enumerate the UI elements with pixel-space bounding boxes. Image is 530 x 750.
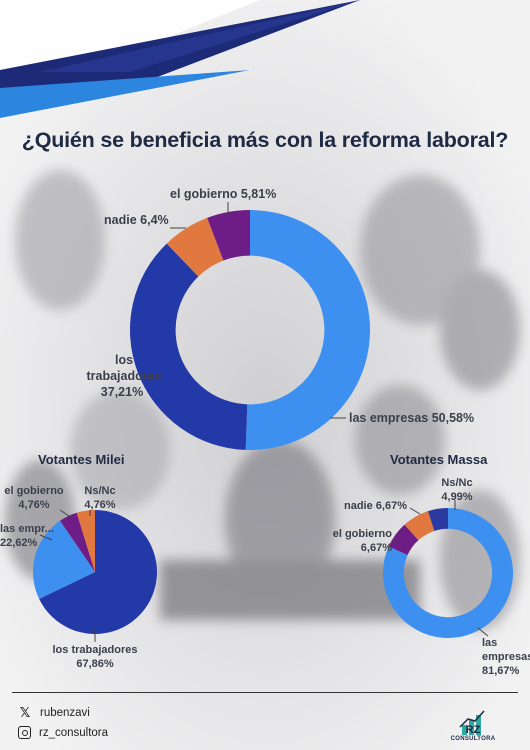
milei-slice-los-trabajadores — [39, 510, 157, 634]
massa-slice-ns-nc — [427, 508, 448, 531]
footer-divider — [12, 692, 518, 693]
label-milei-los-trabajadores: los trabajadores 67,86% — [52, 644, 138, 670]
header-banner — [0, 0, 360, 118]
main-donut-chart — [129, 210, 370, 450]
main-slice-las-empresas — [245, 210, 370, 450]
page-title: ¿Quién se beneficia más con la reforma l… — [21, 128, 509, 152]
twitter-handle: rubenzavi — [40, 707, 90, 719]
label-nadie: nadie 6,4% — [104, 213, 169, 227]
label-el-gobierno: el gobierno 5,81% — [170, 187, 277, 201]
instagram-handle: rz_consultora — [39, 726, 109, 739]
logo-text: RZ — [465, 724, 481, 736]
milei-slice-el-gobierno — [60, 512, 95, 572]
subtitle-votantes-massa: Votantes Massa — [390, 452, 488, 467]
logo-subtext: CONSULTORA — [450, 736, 496, 742]
label-massa-el-gobierno: el gobierno 6,67% — [332, 528, 392, 554]
instagram-link[interactable]: rz_consultora — [18, 726, 108, 739]
twitter-link[interactable]: 𝕏 rubenzavi — [18, 705, 90, 721]
massa-slice-las-empresas — [383, 508, 513, 638]
label-milei-las-empresas: las empr... 22,62% — [0, 523, 54, 549]
label-massa-nadie: nadie 6,67% — [344, 500, 407, 512]
main-slice-el-gobierno — [207, 210, 250, 261]
label-milei-ns-nc: Ns/Nc 4,76% — [84, 485, 116, 511]
label-massa-ns-nc: Ns/Nc 4,99% — [441, 477, 473, 503]
milei-pie-chart — [33, 510, 157, 634]
label-milei-el-gobierno: el gobierno 4,76% — [4, 485, 64, 511]
massa-slice-el-gobierno — [388, 524, 419, 556]
main-slice-nadie — [166, 217, 224, 277]
massa-slice-nadie — [404, 511, 435, 541]
subtitle-votantes-milei: Votantes Milei — [38, 452, 125, 467]
label-los-trabajadores: los trabajadores 37,21% — [86, 353, 162, 399]
milei-slice-ns-nc — [76, 510, 95, 572]
milei-slice-las-empr — [33, 520, 95, 599]
main-slice-los-trabajadores — [129, 243, 248, 450]
instagram-icon — [18, 726, 31, 739]
label-massa-las-empresas: las empresas 81,67% — [482, 637, 530, 677]
massa-donut-chart — [383, 508, 513, 638]
label-las-empresas: las empresas 50,58% — [349, 411, 475, 425]
rz-logo-icon — [459, 710, 485, 735]
x-logo-icon: 𝕏 — [19, 705, 31, 720]
